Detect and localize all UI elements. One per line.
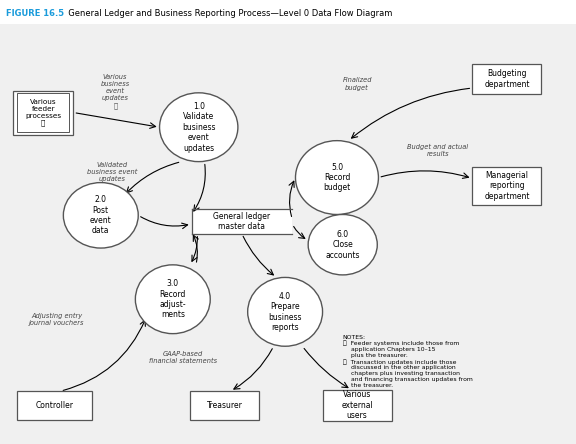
- Text: Finalized
budget: Finalized budget: [342, 77, 372, 91]
- Bar: [472, 167, 541, 205]
- Text: 4.0
Prepare
business
reports: 4.0 Prepare business reports: [268, 292, 302, 332]
- Bar: [17, 93, 69, 131]
- Text: Budget and actual
results: Budget and actual results: [407, 144, 468, 157]
- Text: Validated
business event
updates: Validated business event updates: [87, 162, 138, 182]
- Ellipse shape: [308, 214, 377, 275]
- Text: 1.0
Validate
business
event
updates: 1.0 Validate business event updates: [182, 102, 215, 153]
- Ellipse shape: [135, 265, 210, 333]
- Text: Various
feeder
processes
ⓐ: Various feeder processes ⓐ: [25, 99, 61, 127]
- Text: 2.0
Post
event
data: 2.0 Post event data: [90, 195, 112, 235]
- Text: 6.0
Close
accounts: 6.0 Close accounts: [325, 230, 360, 260]
- Text: Controller: Controller: [36, 401, 74, 410]
- Text: Adjusting entry
journal vouchers: Adjusting entry journal vouchers: [29, 313, 84, 325]
- Text: General ledger
master data: General ledger master data: [213, 212, 271, 231]
- Bar: [190, 391, 259, 420]
- Bar: [17, 391, 92, 420]
- Text: NOTES:
ⓐ  Feeder systems include those from
    application Chapters 10–15
    p: NOTES: ⓐ Feeder systems include those fr…: [343, 335, 472, 388]
- Text: Managerial
reporting
department: Managerial reporting department: [484, 171, 529, 201]
- Ellipse shape: [63, 182, 138, 248]
- Text: GAAP-based
financial statements: GAAP-based financial statements: [149, 352, 217, 365]
- Bar: [472, 64, 541, 94]
- Text: Various
business
event
updates
ⓑ: Various business event updates ⓑ: [101, 74, 130, 109]
- Text: FIGURE 16.5: FIGURE 16.5: [6, 9, 64, 18]
- Text: Treasurer: Treasurer: [207, 401, 242, 410]
- Bar: [191, 210, 293, 234]
- Text: General Ledger and Business Reporting Process—Level 0 Data Flow Diagram: General Ledger and Business Reporting Pr…: [63, 9, 393, 18]
- Ellipse shape: [295, 141, 378, 214]
- Text: Budgeting
department: Budgeting department: [484, 69, 529, 89]
- Text: Various
external
users: Various external users: [341, 391, 373, 420]
- Bar: [13, 91, 74, 135]
- Bar: [323, 390, 392, 421]
- Text: 3.0
Record
adjust-
ments: 3.0 Record adjust- ments: [160, 279, 186, 319]
- Ellipse shape: [160, 93, 238, 162]
- Ellipse shape: [248, 278, 323, 346]
- Text: 5.0
Record
budget: 5.0 Record budget: [323, 163, 351, 192]
